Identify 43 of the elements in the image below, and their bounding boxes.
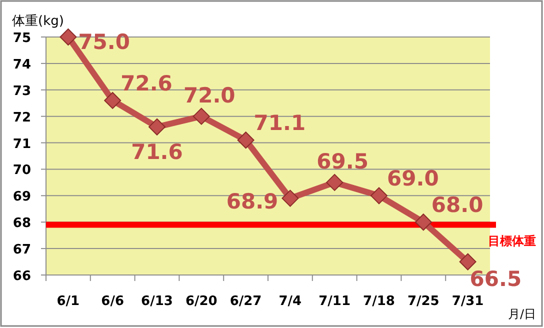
point [148, 118, 166, 136]
point [60, 28, 77, 46]
data-label: 72.6 [120, 71, 172, 96]
point [192, 108, 210, 125]
point [370, 187, 388, 204]
point [459, 253, 476, 270]
x-tick-label: 7/11 [318, 294, 351, 309]
y-tick-label: 68 [12, 216, 31, 232]
data-label: 68.0 [431, 193, 484, 218]
x-tick-label: 7/31 [452, 294, 484, 309]
point [237, 132, 254, 149]
point [104, 92, 122, 109]
x-tick-label: 6/1 [56, 294, 80, 309]
x-tick-label: 7/18 [363, 294, 395, 309]
y-tick-label: 71 [12, 136, 31, 152]
point [282, 190, 299, 207]
y-tick-label: 74 [12, 57, 31, 72]
data-label: 75.0 [78, 30, 130, 54]
data-label: 66.5 [470, 266, 522, 291]
y-tick-label: 69 [12, 190, 31, 205]
x-tick-label: 6/20 [185, 294, 218, 309]
x-tick-label: 6/13 [141, 294, 173, 309]
x-tick-label: 7/25 [407, 294, 440, 309]
data-label: 68.9 [226, 189, 278, 214]
x-tick-label: 6/27 [230, 294, 262, 309]
data-label: 69.0 [387, 166, 439, 191]
x-axis-title: 月/日 [508, 307, 536, 321]
y-axis-title: 体重(kg) [12, 14, 64, 29]
y-tick-label: 66 [12, 269, 31, 284]
x-tick-label: 7/4 [278, 294, 302, 309]
y-tick-label: 73 [12, 84, 31, 99]
data-label: 69.5 [316, 149, 369, 174]
point [414, 214, 432, 231]
data-label: 72.0 [183, 83, 236, 108]
y-tick-label: 67 [12, 242, 31, 258]
point [326, 174, 344, 191]
y-tick-label: 75 [12, 31, 31, 46]
data-label: 71.1 [254, 111, 306, 136]
y-tick-label: 72 [12, 110, 31, 126]
ref-line-label: 目標体重 [488, 234, 536, 248]
y-tick-label: 70 [12, 163, 31, 178]
data-label: 71.6 [131, 140, 183, 164]
x-tick-label: 6/6 [101, 294, 124, 309]
